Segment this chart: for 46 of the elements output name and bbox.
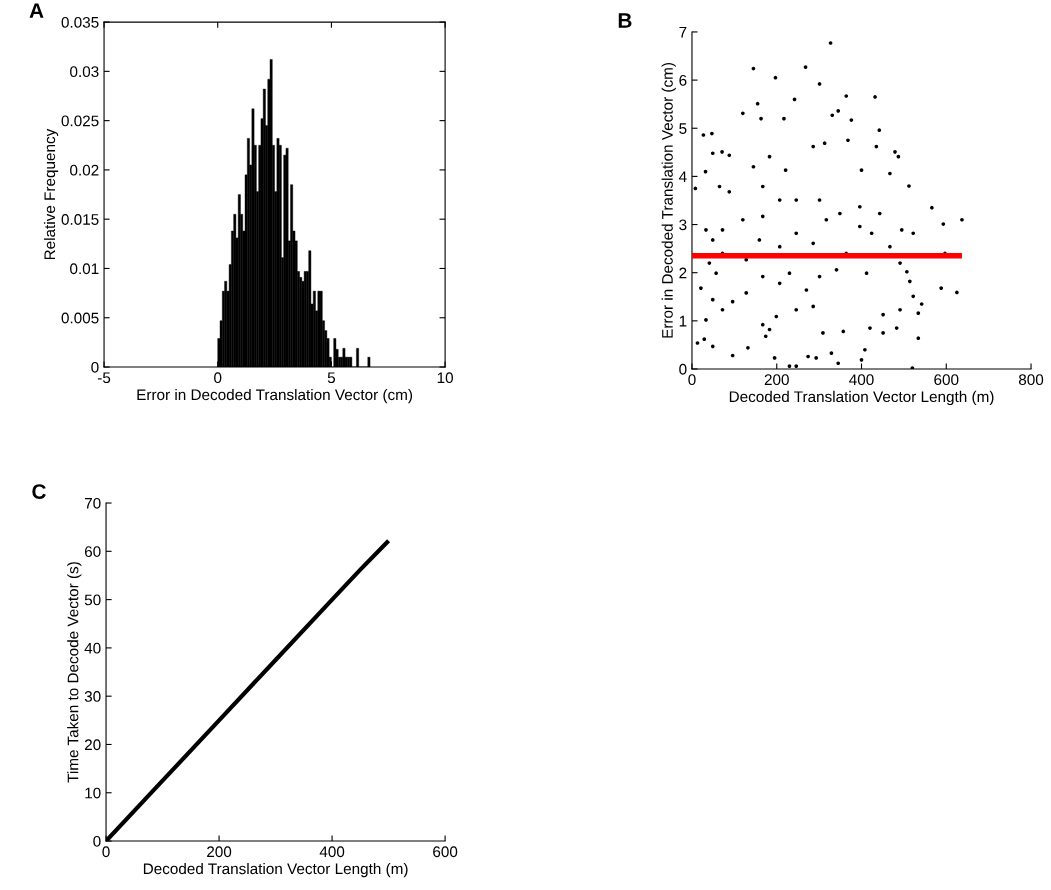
x-tick-label: -5 bbox=[97, 372, 111, 384]
x-axis-title: Error in Decoded Translation Vector (cm) bbox=[137, 388, 413, 404]
y-tick-label: 0.02 bbox=[70, 164, 99, 176]
chart-title: A bbox=[29, 3, 44, 18]
y-tick-label: 0.01 bbox=[70, 263, 99, 275]
x-tick-label: 0 bbox=[214, 372, 222, 384]
y-tick-label: 0.005 bbox=[61, 312, 99, 324]
y-tick-label: 4 bbox=[678, 171, 687, 182]
y-tick-label: 0 bbox=[93, 835, 101, 847]
y-tick-label: 3 bbox=[679, 219, 687, 231]
x-tick-label: 5 bbox=[327, 372, 336, 384]
y-tick-label: 60 bbox=[84, 546, 101, 557]
y-tick-label: 70 bbox=[84, 497, 101, 509]
y-tick-label: 20 bbox=[84, 739, 101, 751]
x-tick-label: 400 bbox=[319, 846, 345, 858]
y-tick-label: 7 bbox=[679, 26, 687, 38]
y-tick-label: 0.03 bbox=[70, 66, 99, 78]
y-axis-title: Relative Frequency bbox=[43, 128, 59, 260]
chart-title: C bbox=[32, 484, 46, 499]
x-tick-label: 0 bbox=[688, 374, 696, 386]
x-tick-label: 0 bbox=[102, 846, 110, 858]
y-tick-label: 0.025 bbox=[61, 115, 99, 127]
y-tick-label: 50 bbox=[84, 594, 101, 606]
y-tick-label: 10 bbox=[85, 787, 101, 799]
y-tick-label: 5 bbox=[679, 123, 687, 134]
y-tick-label: 1 bbox=[679, 315, 687, 327]
y-tick-label: 2 bbox=[679, 267, 687, 279]
y-tick-label: 6 bbox=[679, 74, 687, 86]
x-tick-label: 600 bbox=[433, 846, 458, 858]
y-tick-label: 0 bbox=[91, 361, 99, 373]
x-axis-title: Decoded Translation Vector Length (m) bbox=[729, 390, 994, 406]
x-tick-label: 600 bbox=[934, 374, 959, 386]
y-axis-title: Error in Decoded Translation Vector (cm) bbox=[661, 63, 676, 338]
x-tick-label: 10 bbox=[437, 372, 453, 384]
x-tick-label: 200 bbox=[764, 374, 789, 386]
y-tick-label: 0 bbox=[679, 363, 687, 375]
y-tick-label: 30 bbox=[84, 691, 101, 702]
y-axis-title: Time Taken to Decode Vector (s) bbox=[67, 562, 82, 783]
chart-title: B bbox=[618, 13, 632, 28]
x-tick-label: 200 bbox=[207, 846, 232, 858]
y-tick-label: 0.015 bbox=[61, 214, 99, 225]
x-tick-label: 400 bbox=[849, 374, 874, 386]
x-axis-title: Decoded Translation Vector Length (m) bbox=[143, 862, 408, 878]
y-tick-label: 0.035 bbox=[61, 16, 99, 28]
x-tick-label: 800 bbox=[1018, 374, 1044, 386]
y-tick-label: 40 bbox=[84, 642, 101, 654]
